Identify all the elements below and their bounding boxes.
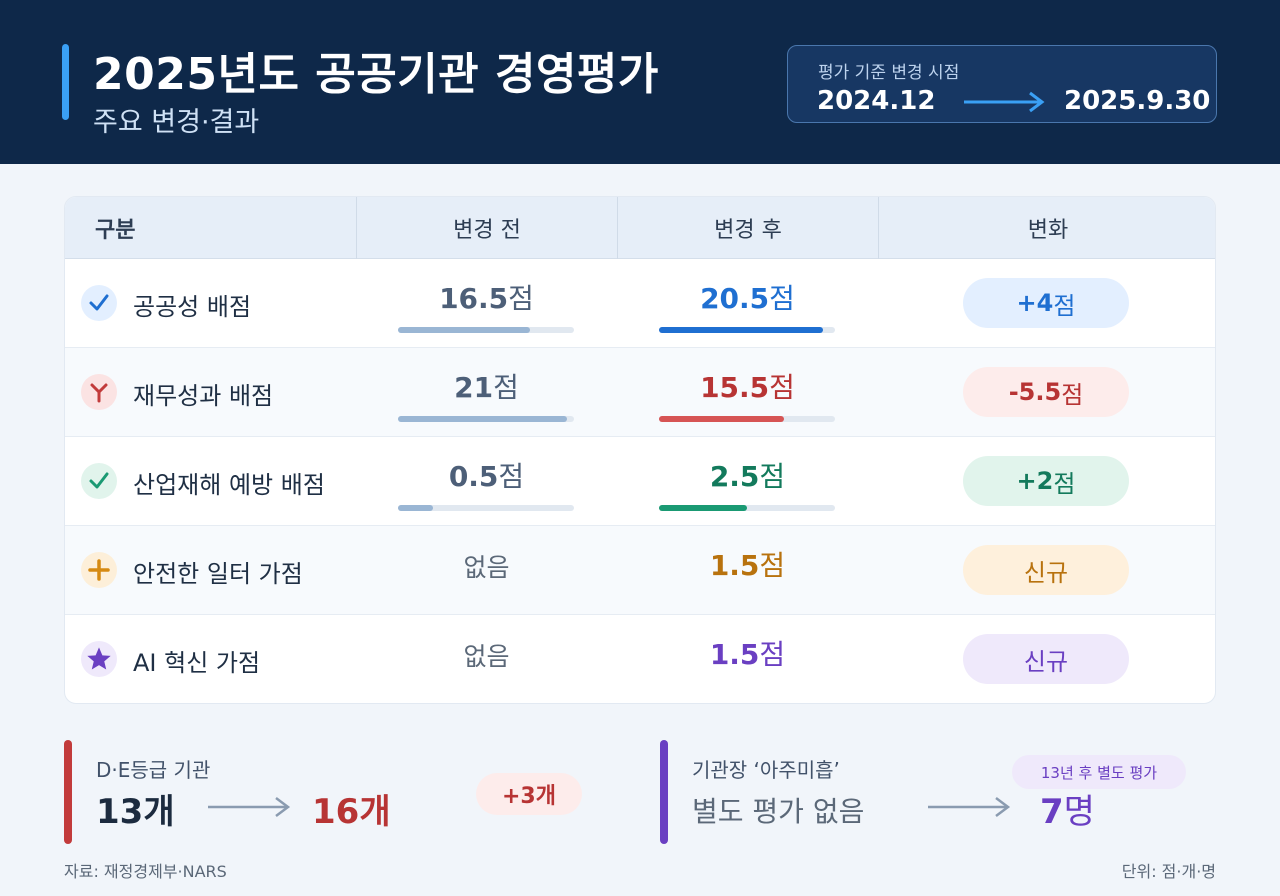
page-subtitle: 주요 변경·결과 [93,107,260,138]
after-value: 2.5점 [709,460,786,493]
after-bar-fill [659,416,784,422]
head-after: 7명 [1040,792,1095,832]
table-row: 산업재해 예방 배점 0.5점 2.5점 +2 점 [65,437,1215,526]
after-bar [659,416,835,422]
row-label: AI 혁신 가점 [133,649,261,677]
period-to: 2025.9.30 [1064,86,1211,116]
before-value: 없음 [463,553,510,582]
unit-note: 단위: 점·개·명 [1121,862,1216,881]
source-note: 자료: 재정경제부·NARS [64,862,227,881]
period-label: 평가 기준 변경 시점 [818,63,960,83]
before-bar [398,416,574,422]
change-badge: 신규 [963,634,1129,684]
before-bar-fill [398,416,567,422]
check-icon [81,285,117,321]
before-value: 16.5점 [439,282,534,315]
row-label: 공공성 배점 [133,293,252,321]
after-bar [659,327,835,333]
arrow-right-icon [208,797,291,817]
header-category: 구분 [95,218,136,243]
grade-before: 13개 [96,792,175,832]
table-row: 재무성과 배점 21점 15.5점 -5.5 점 [65,348,1215,437]
head-stat-card: 기관장 ‘아주미흡’ 별도 평가 없음 13년 후 별도 평가 7명 [660,740,1216,844]
before-value: 21점 [454,371,519,404]
y-branch-icon [81,374,117,410]
table-row: 공공성 배점 16.5점 20.5점 +4 점 [65,259,1215,348]
comparison-table: 구분 변경 전 변경 후 변화 공공성 배점 16.5점 20.5점 +4 점 재… [64,196,1216,704]
before-bar [398,327,574,333]
head-accent-bar [660,740,668,844]
grade-title: D·E등급 기관 [96,758,211,782]
header-change: 변화 [878,197,1215,259]
check-icon [81,463,117,499]
after-value: 1.5점 [709,638,786,671]
period-from: 2024.12 [817,86,936,116]
header-banner: 2025년도 공공기관 경영평가 주요 변경·결과 평가 기준 변경 시점 20… [0,0,1280,164]
row-label: 안전한 일터 가점 [133,560,303,588]
page-title: 2025년도 공공기관 경영평가 [93,49,659,100]
before-bar [398,505,574,511]
after-value: 1.5점 [709,549,786,582]
before-bar-fill [398,505,434,511]
star-icon [81,641,117,677]
title-accent-bar [62,44,69,120]
table-header: 구분 변경 전 변경 후 변화 [65,197,1215,259]
after-bar-fill [659,327,823,333]
change-badge: +4 점 [963,278,1129,328]
grade-after: 16개 [312,792,391,832]
before-value: 없음 [463,642,510,671]
arrow-right-icon [964,91,1045,113]
change-badge: -5.5 점 [963,367,1129,417]
before-value: 0.5점 [448,460,525,493]
plus-icon [81,552,117,588]
grade-change-badge: +3개 [476,773,582,815]
row-label: 산업재해 예방 배점 [133,471,325,499]
change-badge: 신규 [963,545,1129,595]
arrow-right-icon [928,797,1011,817]
after-value: 20.5점 [700,282,795,315]
before-bar-fill [398,327,530,333]
grade-stat-card: D·E등급 기관 13개 16개 +3개 [64,740,604,844]
head-note-badge: 13년 후 별도 평가 [1012,755,1186,789]
table-row: AI 혁신 가점 없음 1.5점 신규 [65,615,1215,703]
header-before: 변경 전 [356,197,617,259]
grade-accent-bar [64,740,72,844]
header-after: 변경 후 [617,197,878,259]
after-bar [659,505,835,511]
after-value: 15.5점 [700,371,795,404]
head-before: 별도 평가 없음 [692,795,865,828]
row-label: 재무성과 배점 [133,382,274,410]
period-box: 평가 기준 변경 시점 2024.12 2025.9.30 [787,45,1217,123]
change-badge: +2 점 [963,456,1129,506]
after-bar-fill [659,505,747,511]
table-row: 안전한 일터 가점 없음 1.5점 신규 [65,526,1215,615]
head-title: 기관장 ‘아주미흡’ [692,758,840,782]
